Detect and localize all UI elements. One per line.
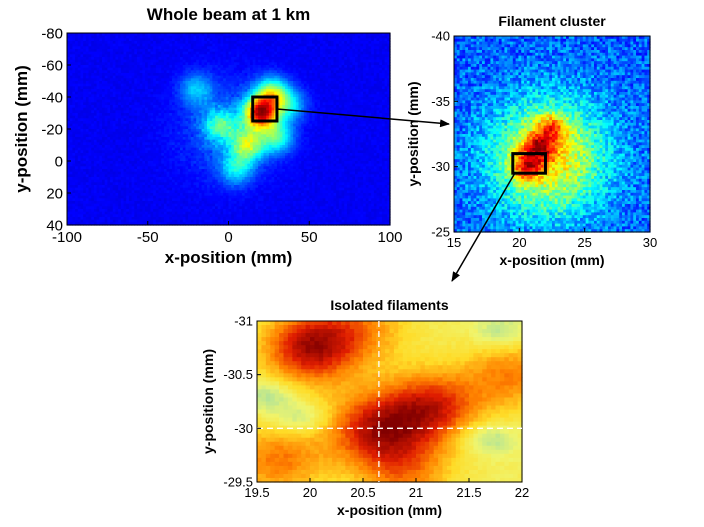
- y-axis-label: y-position (mm): [200, 349, 216, 454]
- x-tick-label: 0: [224, 229, 232, 246]
- x-tick-label: 19.5: [244, 485, 269, 500]
- x-tick-label: 21: [409, 485, 423, 500]
- y-axis-label: y-position (mm): [12, 65, 31, 193]
- heatmap-cells: [67, 33, 391, 226]
- x-tick-label: 20: [303, 485, 317, 500]
- panel-1: -100 -50 0 50 100 -80 -60 -40 -20 0 20 40 Whole beam…: [12, 5, 403, 267]
- x-tick-label: 100: [377, 229, 402, 246]
- chart-title: Filament cluster: [498, 13, 606, 29]
- x-axis-label: x-position (mm): [500, 252, 605, 268]
- y-tick-label: -29.5: [223, 475, 253, 490]
- heatmap-cells: [454, 36, 651, 233]
- y-tick-label: -30: [234, 421, 253, 436]
- chart-title: Whole beam at 1 km: [147, 5, 310, 24]
- x-axis-label: x-position (mm): [337, 502, 442, 518]
- zoom-arrow-1: [276, 108, 450, 128]
- plot-frame: [453, 35, 651, 233]
- x-tick-label: 30: [643, 235, 657, 250]
- y-tick-label: 0: [55, 153, 63, 170]
- y-tick-label: 20: [46, 185, 63, 202]
- panel-3: 19.5 20 20.5 21 21.5 22 -31 -30.5 -30 -29.5 Isolat…: [200, 297, 529, 518]
- y-axis-label: y-position (mm): [405, 82, 421, 187]
- y-tick-label: -40: [431, 29, 450, 44]
- zoom-arrow-2: [451, 172, 516, 282]
- x-tick-label: -100: [52, 229, 82, 246]
- y-tick-label: 40: [46, 217, 63, 234]
- x-tick-label: 20.5: [350, 485, 375, 500]
- x-tick-label: 50: [301, 229, 318, 246]
- x-axis-label: x-position (mm): [165, 248, 293, 267]
- y-tick-label: -20: [41, 121, 63, 138]
- y-tick-label: -31: [234, 314, 253, 329]
- y-tick-label: -60: [41, 57, 63, 74]
- x-tick-label: 15: [447, 235, 461, 250]
- x-tick-label: 21.5: [456, 485, 481, 500]
- y-tick-label: -80: [41, 25, 63, 42]
- heatmap-cells: [257, 321, 523, 483]
- chart-title: Isolated filaments: [330, 297, 448, 313]
- y-tick-label: -30.5: [223, 367, 253, 382]
- plot-frame: [256, 320, 523, 483]
- y-tick-label: -35: [431, 94, 450, 109]
- y-tick-label: -25: [431, 225, 450, 240]
- x-tick-label: -50: [137, 229, 159, 246]
- x-tick-label: 20: [512, 235, 526, 250]
- panel-2: 15 20 25 30 -40 -35 -30 -25 Filament cluster x-po…: [405, 13, 657, 268]
- zoom-box: [511, 152, 547, 175]
- y-tick-label: -30: [431, 159, 450, 174]
- y-tick-label: -40: [41, 89, 63, 106]
- x-tick-label: 22: [515, 485, 529, 500]
- x-tick-label: 25: [577, 235, 591, 250]
